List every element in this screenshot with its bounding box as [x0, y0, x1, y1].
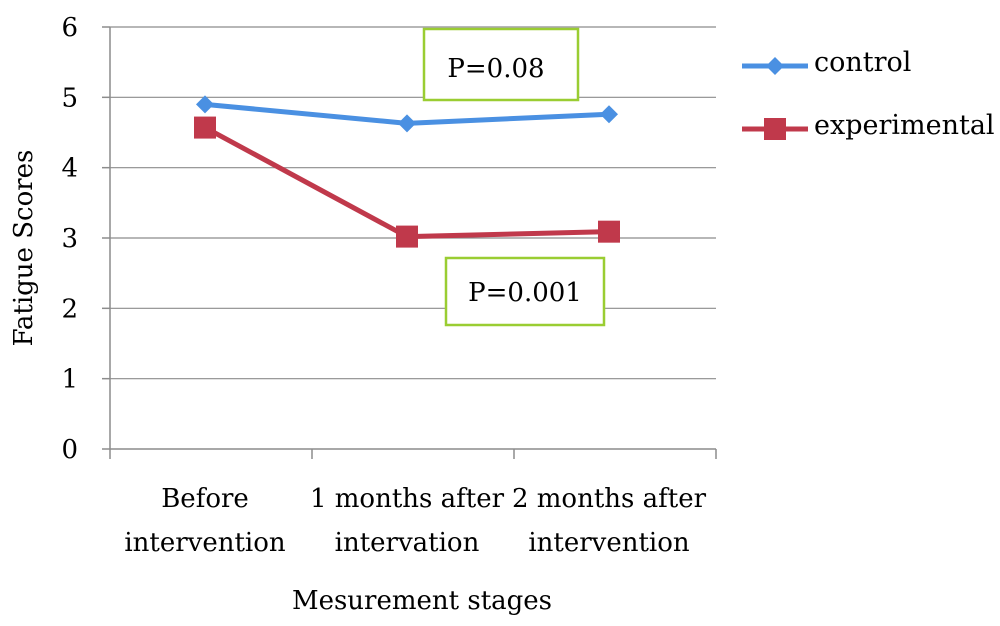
annotation-text: P=0.08 [447, 54, 544, 84]
series-line-experimental [203, 125, 610, 240]
annotation-box [422, 27, 580, 102]
legend-label: experimental [814, 110, 995, 141]
series-lines [194, 95, 620, 248]
x-category-labels: Before intervention 1 months after intervat… [124, 484, 706, 558]
gridlines [110, 26, 716, 380]
data-point-control [196, 95, 214, 114]
axes [102, 26, 717, 459]
data-point-control [600, 105, 618, 124]
y-tick-label: 3 [61, 224, 78, 254]
y-tick-label: 1 [61, 365, 78, 395]
y-tick-label: 2 [61, 294, 78, 324]
legend: control experimental [742, 47, 995, 141]
y-tick-label: 5 [61, 83, 78, 113]
data-point-experimental [396, 225, 418, 248]
annotations: P=0.08 P=0.001 [422, 27, 606, 327]
y-tick-label: 6 [61, 13, 78, 43]
legend-marker [766, 57, 784, 75]
legend-label: control [814, 47, 911, 78]
data-point-experimental [194, 116, 216, 139]
x-category-label: 2 months after [512, 484, 707, 514]
legend-marker [764, 118, 786, 140]
x-category-label: intervention [528, 528, 690, 558]
x-category-label: intervation [335, 528, 480, 558]
y-tick-label: 0 [61, 435, 78, 465]
x-category-label: 1 months after [310, 484, 505, 514]
x-category-label: Before [161, 484, 249, 514]
y-tick-label: 4 [61, 154, 78, 184]
data-point-experimental [598, 220, 620, 243]
annotation-text: P=0.001 [468, 278, 582, 308]
y-tick-labels: 0 1 2 3 4 5 6 [61, 13, 78, 465]
x-axis-title: Mesurement stages [292, 586, 552, 616]
x-category-label: intervention [124, 528, 286, 558]
y-axis-title: Fatigue Scores [9, 150, 39, 347]
annotation-box [444, 256, 606, 327]
data-point-control [398, 114, 416, 133]
